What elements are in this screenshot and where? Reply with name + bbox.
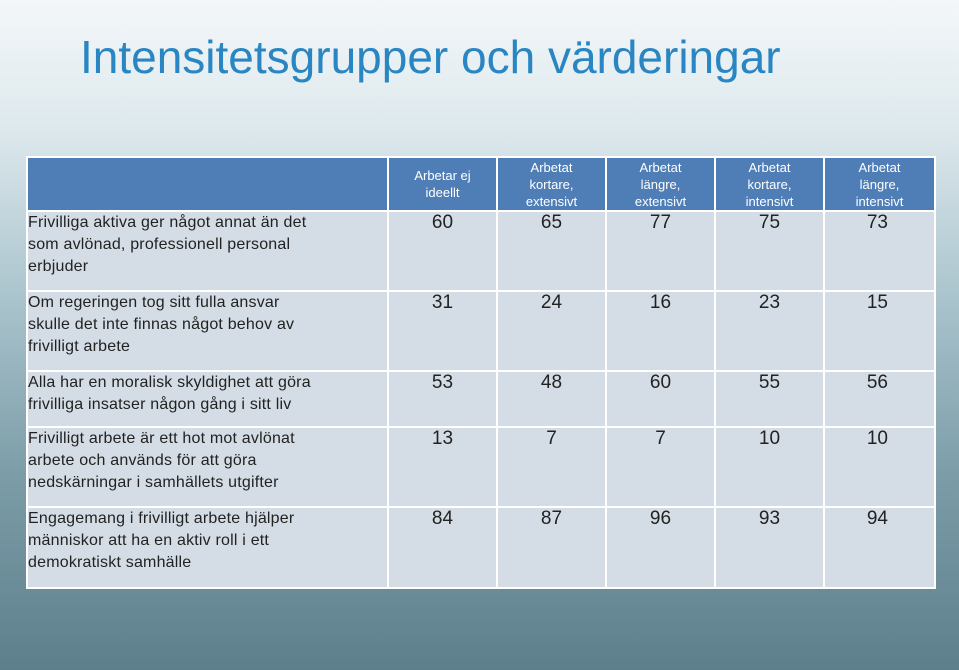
table-cell: 87 (496, 506, 607, 589)
table-row: Alla har en moralisk skyldighet att göra… (26, 370, 936, 428)
table-cell: 31 (387, 290, 498, 372)
header-line: Arbetat (748, 159, 791, 175)
table-row: Engagemang i frivilligt arbete hjälper m… (26, 506, 936, 589)
table-row: Frivilliga aktiva ger något annat än det… (26, 210, 936, 292)
row-label-line: frivilliga insatser någon gång i sitt li… (28, 396, 292, 413)
column-header-langre-intensivt: Arbetat längre, intensivt (823, 156, 936, 212)
row-label: Alla har en moralisk skyldighet att göra… (26, 370, 389, 428)
table-cell: 24 (496, 290, 607, 372)
header-row: Arbetar ej ideellt Arbetat kortare, exte… (26, 156, 936, 212)
row-label-line: demokratiskt samhälle (28, 554, 192, 571)
row-label-line: Om regeringen tog sitt fulla ansvar (28, 294, 280, 311)
row-label-line: skulle det inte finnas något behov av (28, 316, 295, 333)
row-label-line: arbete och används för att göra (28, 452, 257, 469)
table-row: Om regeringen tog sitt fulla ansvar skul… (26, 290, 936, 372)
header-corner (26, 156, 389, 212)
table-cell: 53 (387, 370, 498, 428)
table-cell: 48 (496, 370, 607, 428)
header-line: extensivt (525, 193, 578, 209)
table-cell: 65 (496, 210, 607, 292)
page-title: Intensitetsgrupper och värderingar (80, 31, 781, 83)
header-line: kortare, (529, 176, 574, 192)
header-line: intensivt (745, 193, 794, 209)
header-line: längre, (859, 176, 900, 192)
header-line: intensivt (855, 193, 904, 209)
table-cell: 75 (714, 210, 825, 292)
column-header-arbetar-ej-ideellt: Arbetar ej ideellt (387, 156, 498, 212)
table-cell: 13 (387, 426, 498, 508)
table-cell: 77 (605, 210, 716, 292)
table-cell: 73 (823, 210, 936, 292)
table-cell: 23 (714, 290, 825, 372)
header-line: Arbetat (639, 159, 682, 175)
header-line: längre, (640, 176, 681, 192)
header-line: Arbetat (530, 159, 573, 175)
row-label-line: Frivilligt arbete är ett hot mot avlönat (28, 430, 295, 447)
table-cell: 93 (714, 506, 825, 589)
header-line: ideellt (425, 185, 460, 200)
header-line: Arbetat (858, 159, 901, 175)
table-cell: 10 (823, 426, 936, 508)
table-cell: 7 (605, 426, 716, 508)
row-label: Om regeringen tog sitt fulla ansvar skul… (26, 290, 389, 372)
row-label-line: Alla har en moralisk skyldighet att göra (28, 374, 311, 391)
row-label-line: människor att ha en aktiv roll i ett (28, 532, 270, 549)
column-header-kortare-intensivt: Arbetat kortare, intensivt (714, 156, 825, 212)
row-label-line: Engagemang i frivilligt arbete hjälper (28, 510, 295, 527)
row-label: Frivilliga aktiva ger något annat än det… (26, 210, 389, 292)
table-cell: 7 (496, 426, 607, 508)
header-line: kortare, (747, 176, 792, 192)
table-row: Frivilligt arbete är ett hot mot avlönat… (26, 426, 936, 508)
column-header-langre-extensivt: Arbetat längre, extensivt (605, 156, 716, 212)
table-cell: 60 (387, 210, 498, 292)
table-cell: 84 (387, 506, 498, 589)
row-label: Frivilligt arbete är ett hot mot avlönat… (26, 426, 389, 508)
table-cell: 55 (714, 370, 825, 428)
row-label-line: erbjuder (28, 258, 89, 275)
table-cell: 56 (823, 370, 936, 428)
table-cell: 15 (823, 290, 936, 372)
table-cell: 94 (823, 506, 936, 589)
header-line: Arbetar ej (414, 168, 471, 183)
table-cell: 96 (605, 506, 716, 589)
values-table: Arbetar ej ideellt Arbetat kortare, exte… (26, 156, 936, 589)
table-cell: 16 (605, 290, 716, 372)
row-label-line: Frivilliga aktiva ger något annat än det (28, 214, 307, 231)
table-cell: 60 (605, 370, 716, 428)
row-label: Engagemang i frivilligt arbete hjälper m… (26, 506, 389, 589)
row-label-line: frivilligt arbete (28, 338, 131, 355)
table-cell: 10 (714, 426, 825, 508)
row-label-line: som avlönad, professionell personal (28, 236, 291, 253)
row-label-line: nedskärningar i samhällets utgifter (28, 474, 279, 491)
column-header-kortare-extensivt: Arbetat kortare, extensivt (496, 156, 607, 212)
header-line: extensivt (634, 193, 687, 209)
